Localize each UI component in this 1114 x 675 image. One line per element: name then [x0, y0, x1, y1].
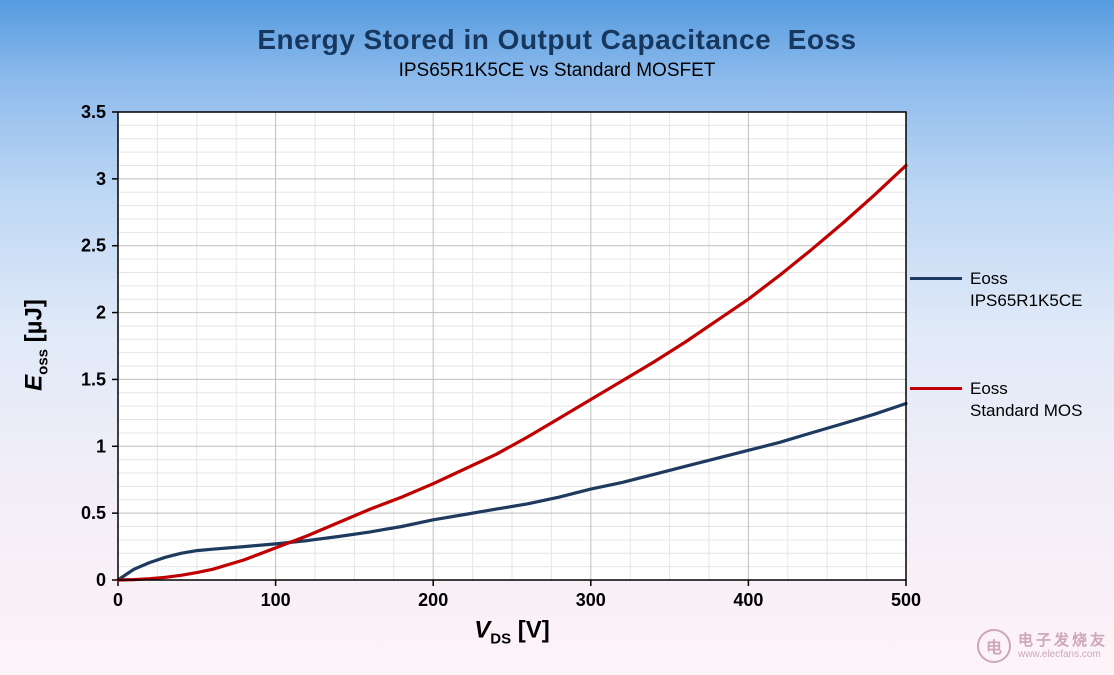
x-axis-symbol: V [474, 616, 491, 644]
watermark: 电 电子发烧友 www.elecfans.com [976, 629, 1108, 663]
y-tick-label: 1 [96, 436, 106, 456]
x-axis-subscript: DS [490, 630, 512, 648]
watermark-url: www.elecfans.com [1017, 648, 1101, 660]
grid-minor [118, 112, 906, 580]
plot-frame [117, 111, 907, 581]
y-axis-subscript: oss [34, 348, 52, 375]
series-line-eoss-ips65r1k5ce [116, 401, 908, 582]
y-tick-label: 2.5 [81, 236, 106, 256]
y-tick-label: 1.5 [81, 369, 106, 389]
y-tick-label: 3 [96, 169, 106, 189]
legend-label: Eoss Standard MOS [970, 378, 1082, 422]
chart-subtitle: IPS65R1K5CE vs Standard MOSFET [398, 60, 716, 81]
legend-label-line1: Eoss [970, 379, 1008, 398]
x-tick-label: 500 [891, 590, 921, 610]
y-tick-label: 0.5 [81, 503, 106, 523]
y-tick-label: 3.5 [81, 102, 106, 122]
axis-ticks [112, 111, 907, 586]
axis-tick-labels: 0 100 200 300 400 500 0 0.5 1 1.5 2 2.5 3 3.5 [81, 102, 921, 610]
y-tick-label: 2 [96, 303, 106, 323]
watermark-brand: 电子发烧友 [1017, 631, 1108, 649]
x-tick-label: 300 [576, 590, 606, 610]
legend-label-line2: IPS65R1K5CE [970, 291, 1083, 310]
y-axis-symbol: E [20, 374, 48, 391]
legend-item-standard-mos: Eoss Standard MOS [910, 378, 1082, 422]
chart-title: Energy Stored in Output Capacitance Eoss [257, 24, 857, 55]
x-tick-label: 100 [261, 590, 291, 610]
series-line-eoss-standard-mos [116, 163, 908, 582]
x-axis-title: VDS [V] [474, 617, 550, 648]
legend-label-line2: Standard MOS [970, 401, 1083, 420]
y-axis-unit: [µJ] [20, 299, 48, 343]
legend-label: Eoss IPS65R1K5CE [970, 268, 1082, 312]
watermark-text: 电子发烧友 www.elecfans.com [1018, 632, 1108, 661]
x-tick-label: 0 [113, 590, 123, 610]
y-axis-title: Eoss [µJ] [21, 299, 52, 391]
y-tick-label: 0 [96, 570, 106, 590]
legend-swatch [910, 387, 962, 390]
elecfans-logo-icon: 电 [976, 629, 1011, 663]
legend-swatch [910, 277, 962, 280]
x-tick-label: 400 [733, 590, 763, 610]
x-axis-unit: [V] [517, 616, 550, 644]
x-tick-label: 200 [418, 590, 448, 610]
legend-item-ips65r1k5ce: Eoss IPS65R1K5CE [910, 268, 1082, 312]
legend-label-line1: Eoss [970, 269, 1008, 288]
